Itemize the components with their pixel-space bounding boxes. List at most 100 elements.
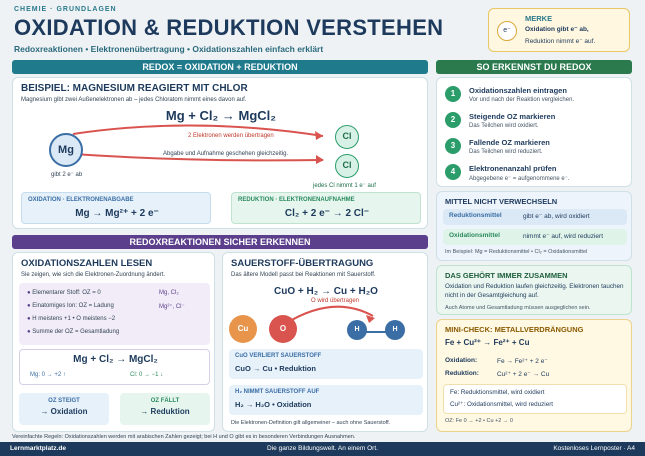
oz-up-value: → Oxidation — [40, 407, 88, 416]
step-3-title: Fallende OZ markieren — [469, 138, 550, 147]
confuse-title: MITTEL NICHT VERWECHSELN — [445, 197, 558, 206]
transfer-arrow-bottom — [72, 153, 324, 162]
check-title: MINI-CHECK: METALLVERDRÄNGUNG — [445, 325, 584, 334]
example-title: BEISPIEL: MAGNESIUM REAGIERT MIT CHLOR — [21, 83, 248, 94]
check-ox-label: Oxidation: — [445, 357, 478, 364]
oxidant-label: Oxidationsmittel — [449, 232, 500, 239]
cu-atom: Cu — [229, 315, 257, 343]
h-atom-2: H — [385, 320, 405, 340]
transfer-arrow-top — [72, 124, 324, 137]
oz-rule-1-example: Mg, Cl₂ — [159, 290, 179, 296]
oz-title: OXIDATIONSZAHLEN LESEN — [21, 258, 153, 269]
oz-up-title: OZ STEIGT — [48, 398, 80, 404]
transfer-note: Abgabe und Aufnahme geschehen gleichzeit… — [163, 151, 289, 157]
merke-line1: Oxidation gibt e⁻ ab, — [525, 26, 589, 33]
reductant-row: Reduktionsmittel gibt e⁻ ab, wird oxidie… — [443, 209, 627, 225]
oz-down-box: OZ FÄLLT → Reduktion — [120, 393, 210, 425]
oz-down-title: OZ FÄLLT — [150, 398, 180, 404]
oz-rules: ● Elementarer Stoff: OZ = 0 Mg, Cl₂ ● Ei… — [19, 283, 210, 345]
reduction-equation: Cl₂ + 2 e⁻ → 2 Cl⁻ — [284, 208, 370, 219]
mg-atom: Mg — [49, 133, 83, 167]
merke-box: e⁻ MERKE Oxidation gibt e⁻ ab, Reduktion… — [488, 8, 630, 52]
cl-note: jedes Cl nimmt 1 e⁻ auf — [313, 183, 376, 189]
together-title: DAS GEHÖRT IMMER ZUSAMMEN — [445, 271, 568, 280]
oxygen-note: O wird übertragen — [311, 298, 360, 304]
footer: Lernmarktplatz.de Die ganze Bildungswelt… — [0, 442, 645, 456]
step-2-number: 2 — [445, 112, 461, 128]
merke-title: MERKE — [525, 14, 553, 23]
oxygen-reduction-title: CuO VERLIERT SAUERSTOFF — [235, 353, 322, 359]
oxygen-reduction-value: CuO → Cu • Reduktion — [235, 364, 316, 373]
confuse-panel: MITTEL NICHT VERWECHSELN Reduktionsmitte… — [436, 191, 632, 261]
check-ox-eq: Fe → Fe²⁺ + 2 e⁻ — [497, 358, 548, 365]
step-4-desc: Abgegebene e⁻ = aufgenommene e⁻. — [469, 176, 570, 182]
oz-equation: Mg + Cl₂ → MgCl₂ — [73, 354, 158, 365]
oxygen-oxidation-box: H₂ NIMMT SAUERSTOFF AUF H₂ → H₂O • Oxida… — [229, 385, 423, 415]
transfer-label: 2 Elektronen werden übertragen — [188, 133, 274, 139]
mini-check-panel: MINI-CHECK: METALLVERDRÄNGUNG Fe + Cu²⁺ … — [436, 319, 632, 432]
oxygen-arrow — [284, 305, 374, 325]
step-4-number: 4 — [445, 164, 461, 180]
oz-down-value: → Reduktion — [140, 407, 190, 416]
step-4-title: Elektronenanzahl prüfen — [469, 164, 557, 173]
check-answer-1: Fe: Reduktionsmittel, wird oxidiert — [450, 389, 545, 396]
oxidant-desc: nimmt e⁻ auf, wird reduziert — [523, 233, 604, 240]
oxidation-equation: Mg → Mg²⁺ + 2 e⁻ — [75, 208, 159, 219]
h-atom-1: H — [347, 320, 367, 340]
reduction-title: REDUKTION · ELEKTRONENAUFNAHME — [238, 197, 355, 203]
oz-rule-3: ● H meistens +1 • O meistens −2 — [27, 316, 116, 322]
step-2: 2 Steigende OZ markieren Das Teilchen wi… — [445, 112, 625, 134]
oz-rule-2-example: Mg²⁺, Cl⁻ — [159, 304, 185, 310]
oxygen-footnote: Die Elektronen-Definition gilt allgemein… — [231, 420, 391, 426]
check-oz: OZ: Fe 0 → +2 • Cu +2 → 0 — [445, 418, 513, 424]
together-note: Auch Atome und Gesamtladung müssen ausge… — [445, 305, 591, 311]
oxygen-panel: SAUERSTOFF-ÜBERTRAGUNG Das ältere Modell… — [222, 252, 428, 432]
footer-brand[interactable]: Lernmarktplatz.de — [10, 445, 66, 452]
oxidation-box: OXIDATION · ELEKTRONENABGABE Mg → Mg²⁺ +… — [21, 192, 211, 224]
check-answer-box: Fe: Reduktionsmittel, wird oxidiert Cu²⁺… — [443, 384, 627, 414]
step-2-title: Steigende OZ markieren — [469, 112, 556, 121]
oxidation-title: OXIDATION · ELEKTRONENABGABE — [28, 197, 134, 203]
example-panel: BEISPIEL: MAGNESIUM REAGIERT MIT CHLOR M… — [12, 77, 428, 229]
oxygen-title: SAUERSTOFF-ÜBERTRAGUNG — [231, 258, 374, 269]
step-1-desc: Vor und nach der Reaktion vergleichen. — [469, 97, 575, 103]
reduction-box: REDUKTION · ELEKTRONENAUFNAHME Cl₂ + 2 e… — [231, 192, 421, 224]
cl-atom-2: Cl — [335, 154, 359, 178]
oxygen-reduction-box: CuO VERLIERT SAUERSTOFF CuO → Cu • Reduk… — [229, 349, 423, 379]
oxygen-oxidation-title: H₂ NIMMT SAUERSTOFF AUF — [235, 389, 320, 395]
oz-rule-2: ● Einatomiges Ion: OZ = Ladung — [27, 303, 114, 309]
page-title: OXIDATION & REDUKTION VERSTEHEN — [14, 15, 444, 40]
oxygen-arrowhead — [366, 315, 375, 323]
step-1-title: Oxidationszahlen eintragen — [469, 86, 567, 95]
step-1-number: 1 — [445, 86, 461, 102]
oz-up-box: OZ STEIGT → Oxidation — [19, 393, 109, 425]
footer-meta: Kostenloses Lernposter · A4 — [553, 445, 635, 452]
oz-rule-4: ● Summe der OZ = Gesamtladung — [27, 329, 120, 335]
oxygen-equation: CuO + H₂ → Cu + H₂O — [274, 286, 378, 297]
steps-panel: 1 Oxidationszahlen eintragen Vor und nac… — [436, 77, 632, 187]
oz-desc: Sie zeigen, wie sich die Elektronen-Zuor… — [21, 272, 166, 278]
step-1: 1 Oxidationszahlen eintragen Vor und nac… — [445, 86, 625, 108]
step-4: 4 Elektronenanzahl prüfen Abgegebene e⁻ … — [445, 164, 625, 186]
electron-transfer-diagram — [70, 124, 324, 164]
oxygen-desc: Das ältere Modell passt bei Reaktionen m… — [231, 272, 376, 278]
step-2-desc: Das Teilchen wird oxidiert. — [469, 123, 539, 129]
right-band: SO ERKENNST DU REDOX — [436, 60, 632, 74]
confuse-example: Im Beispiel: Mg = Reduktionsmittel • Cl₂… — [445, 249, 588, 255]
arrowhead-bottom — [316, 155, 324, 164]
section-band-recognize: REDOXREAKTIONEN SICHER ERKENNEN — [12, 235, 428, 249]
footer-tagline: Die ganze Bildungswelt. An einem Ort. — [267, 445, 378, 452]
page-subtitle: Redoxreaktionen • Elektronenübertragung … — [14, 44, 324, 54]
kicker: CHEMIE · GRUNDLAGEN — [14, 6, 117, 13]
together-text: Oxidation und Reduktion laufen gleichzei… — [445, 283, 624, 299]
oxidant-row: Oxidationsmittel nimmt e⁻ auf, wird redu… — [443, 229, 627, 245]
o-atom: O — [269, 315, 297, 343]
together-panel: DAS GEHÖRT IMMER ZUSAMMEN Oxidation und … — [436, 265, 632, 315]
check-answer-2: Cu²⁺: Oxidationsmittel, wird reduziert — [450, 401, 554, 408]
example-desc: Magnesium gibt zwei Außenelektronen ab –… — [21, 97, 247, 103]
reductant-desc: gibt e⁻ ab, wird oxidiert — [523, 213, 590, 220]
oz-example: Mg + Cl₂ → MgCl₂ Mg: 0 → +2 ↑ Cl: 0 → −1… — [19, 349, 210, 385]
mg-oz-change: Mg: 0 → +2 ↑ — [30, 372, 66, 378]
arrowhead-top — [315, 131, 323, 140]
oz-rule-1: ● Elementarer Stoff: OZ = 0 — [27, 290, 101, 296]
